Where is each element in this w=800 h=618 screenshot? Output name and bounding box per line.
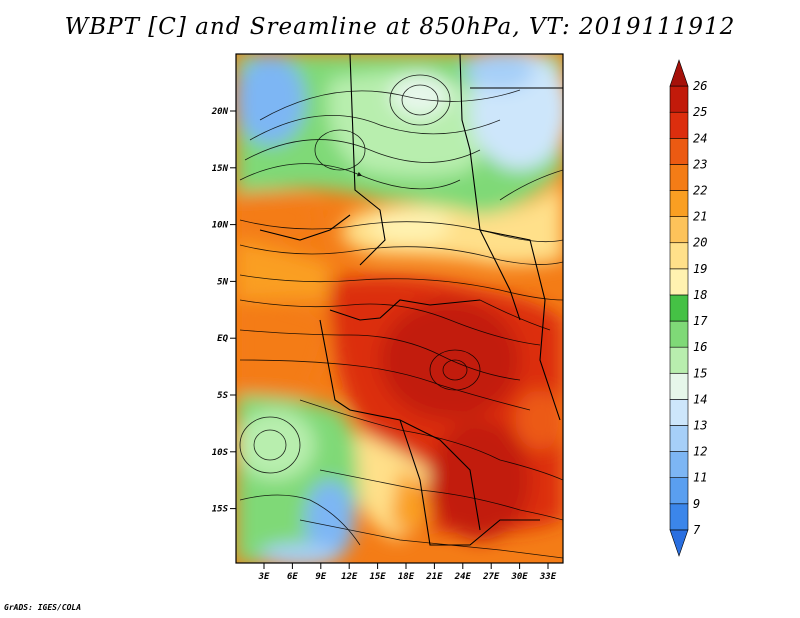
- colorbar-label: 9: [693, 497, 700, 511]
- lat-tick-label: 10S: [212, 448, 229, 458]
- colorbar-label: 13: [693, 418, 707, 432]
- lon-tick-label: 6E: [287, 572, 298, 582]
- lat-tick-label: 5N: [217, 277, 228, 287]
- lat-tick-label: 10N: [212, 221, 229, 231]
- streamlines: [239, 74, 563, 559]
- colorbar-segment: [669, 346, 689, 374]
- grads-credit: GrADS: IGES/COLA: [4, 603, 82, 612]
- lat-tick-label: EQ: [217, 334, 228, 344]
- map-frame: [235, 53, 564, 564]
- colorbar-label: 12: [693, 445, 707, 459]
- colorbar-label: 15: [693, 366, 707, 380]
- colorbar: 7 9 11 12 13 14 15 16 17 18 19 20 21 22 23 24 25 26: [669, 59, 708, 557]
- latitude-axis: 20N 15N 10N 5N EQ 5S 10S 15S: [211, 107, 236, 515]
- colorbar-label: 22: [693, 184, 707, 198]
- colorbar-segment: [669, 190, 689, 217]
- colorbar-segment: [669, 503, 689, 531]
- colorbar-segment: [669, 164, 689, 191]
- colorbar-label: 24: [693, 131, 707, 145]
- lon-tick-label: 33E: [539, 572, 557, 582]
- colorbar-segment: [669, 242, 689, 270]
- colorbar-label: 17: [693, 314, 708, 328]
- colorbar-label: 11: [693, 471, 707, 485]
- colorbar-label: 16: [693, 340, 707, 354]
- colorbar-arrow-high: [669, 59, 689, 87]
- lon-tick-label: 9E: [315, 572, 326, 582]
- lat-tick-label: 20N: [211, 107, 229, 117]
- longitude-axis: 3E 6E 9E 12E 15E 18E 21E 24E 27E 30E 33E: [258, 563, 557, 582]
- colorbar-label: 7: [693, 523, 701, 537]
- lon-tick-label: 21E: [425, 572, 443, 582]
- lat-tick-label: 15N: [212, 164, 229, 174]
- colorbar-segment: [669, 294, 689, 322]
- lon-tick-label: 24E: [454, 572, 472, 582]
- colorbar-label: 18: [693, 288, 707, 302]
- colorbar-label: 23: [693, 157, 707, 171]
- colorbar-label: 14: [693, 392, 707, 406]
- colorbar-segment: [669, 268, 689, 296]
- lon-tick-label: 15E: [369, 572, 386, 582]
- lon-tick-label: 3E: [258, 572, 270, 582]
- lat-tick-label: 15S: [212, 505, 229, 515]
- colorbar-segment: [669, 372, 689, 400]
- lat-tick-label: 5S: [217, 391, 228, 401]
- colorbar-arrow-low: [669, 529, 689, 557]
- lon-tick-label: 12E: [341, 572, 358, 582]
- colorbar-segment: [669, 451, 689, 478]
- wbpt-shaded-field: [236, 54, 563, 563]
- colorbar-segment: [669, 216, 689, 244]
- colorbar-label: 20: [693, 236, 707, 250]
- colorbar-label: 19: [693, 262, 707, 276]
- lon-tick-label: 30E: [510, 572, 528, 582]
- colorbar-segment: [669, 138, 689, 165]
- colorbar-label: 26: [693, 79, 707, 93]
- colorbar-segment: [669, 320, 689, 348]
- map-title: WBPT [C] and Sreamline at 850hPa, VT: 20…: [64, 14, 736, 40]
- lon-tick-label: 18E: [398, 572, 415, 582]
- colorbar-label: 21: [693, 210, 707, 224]
- lon-tick-label: 27E: [482, 572, 500, 582]
- colorbar-segment: [669, 85, 689, 113]
- colorbar-label: 25: [693, 105, 707, 119]
- country-borders: [259, 54, 563, 546]
- colorbar-segment: [669, 425, 689, 452]
- colorbar-segment: [669, 477, 689, 505]
- colorbar-segment: [669, 399, 689, 426]
- colorbar-segment: [669, 111, 689, 139]
